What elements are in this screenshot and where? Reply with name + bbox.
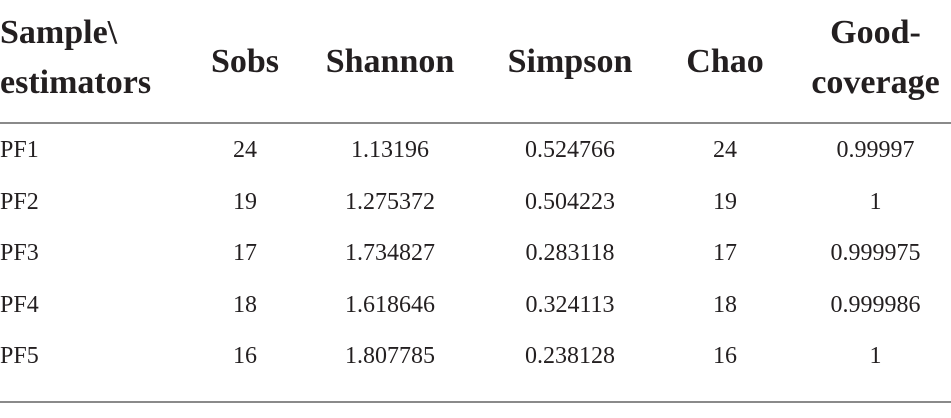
table-cell: 1.807785 [345, 343, 435, 369]
table-cell: 0.324113 [525, 291, 615, 318]
table-cell: PF4 [0, 291, 39, 318]
table-cell: 1 [869, 343, 882, 369]
table-cell: 0.999975 [830, 240, 921, 266]
table-cell: 0.238128 [525, 343, 615, 369]
table-cell: 16 [233, 343, 257, 369]
table-cell: 18 [233, 291, 257, 318]
table-cell: 17 [713, 240, 737, 266]
table-cell: 18 [713, 291, 737, 318]
header-cell: estimators [0, 64, 152, 101]
table-cell: PF5 [0, 343, 39, 369]
table-cell: 16 [713, 343, 737, 369]
header-rule [0, 122, 951, 124]
table-cell: 0.504223 [525, 188, 615, 215]
table-cell: 1.275372 [345, 188, 435, 215]
header-cell: Chao [686, 43, 764, 80]
table-cell: 24 [233, 137, 257, 163]
bottom-rule [0, 401, 951, 403]
table-cell: 1 [869, 188, 882, 215]
table-cell: 0.524766 [525, 137, 615, 163]
table-cell: 0.99997 [836, 137, 915, 163]
table-cell: 0.283118 [525, 240, 615, 266]
table-cell: 0.999986 [830, 291, 921, 318]
table-cell: PF2 [0, 188, 39, 215]
header-cell: Good- [830, 14, 921, 51]
table-cell: 17 [233, 240, 257, 266]
header-cell: Sobs [210, 43, 280, 80]
table-cell: 1.618646 [345, 291, 435, 318]
table-cell: PF1 [0, 137, 39, 163]
table-cell: PF3 [0, 240, 39, 266]
table-cell: 1.734827 [345, 240, 435, 266]
header-cell: coverage [811, 64, 940, 101]
table-cell: 24 [713, 137, 737, 163]
header-cell: Simpson [507, 43, 633, 80]
table-cell: 19 [713, 188, 737, 215]
table-cell: 19 [233, 188, 257, 215]
header-cell: Sample\ [0, 14, 118, 51]
table-cell: 1.13196 [351, 137, 429, 163]
header-cell: Shannon [325, 43, 455, 80]
